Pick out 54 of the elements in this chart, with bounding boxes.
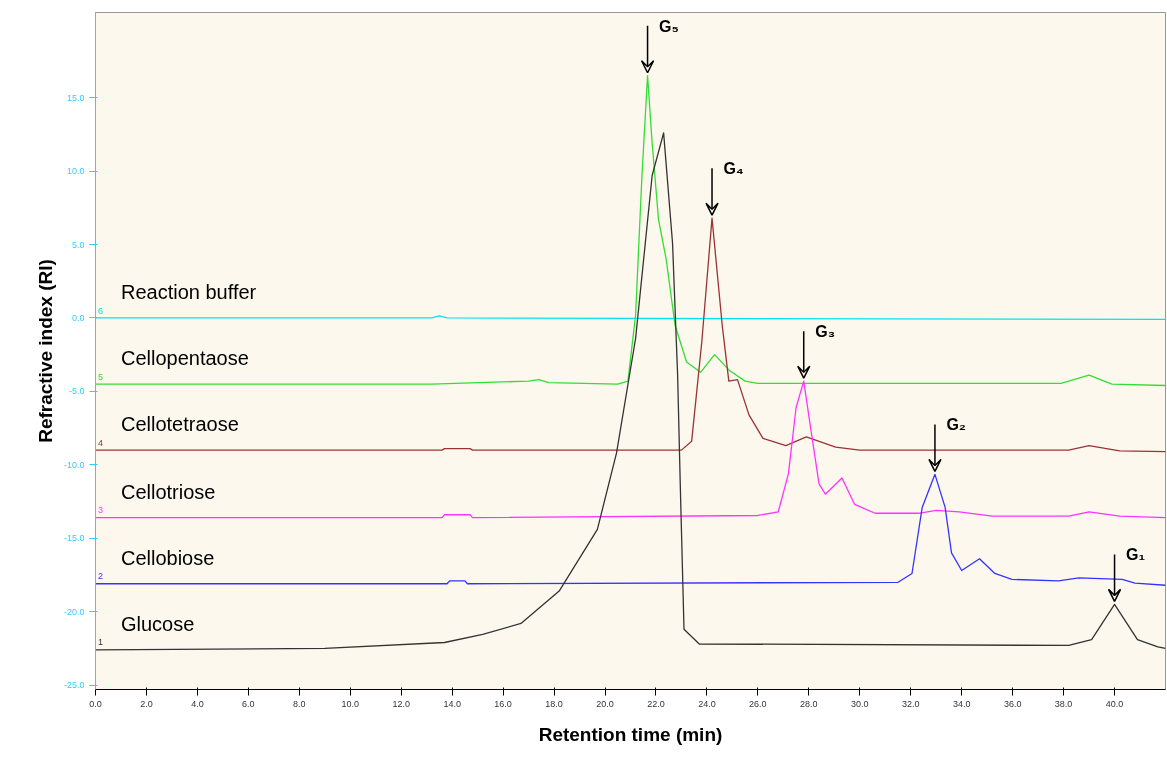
x-tick-label: 12.0 xyxy=(392,698,410,709)
annotation: 6 xyxy=(98,305,104,316)
series-label: Cellotriose xyxy=(120,480,216,503)
x-tick-label: 40.0 xyxy=(1105,698,1124,709)
annotation: 4 xyxy=(98,437,104,448)
y-tick-label: -10.0 xyxy=(63,459,85,470)
y-tick-label: 15.0 xyxy=(66,92,85,103)
series-label: Cellobiose xyxy=(120,547,215,570)
y-tick-label: 10.0 xyxy=(66,166,85,177)
x-tick-label: 8.0 xyxy=(293,698,306,709)
x-tick-label: 28.0 xyxy=(800,698,818,709)
y-axis-title: Refractive index (RI) xyxy=(34,259,56,443)
x-tick-label: 18.0 xyxy=(545,698,563,709)
y-tick-label: 0.0 xyxy=(71,312,85,323)
y-tick-label: 5.0 xyxy=(71,239,85,250)
annotation: 3 xyxy=(98,505,104,516)
line-series xyxy=(95,380,1166,519)
y-tick-label: -25.0 xyxy=(63,680,85,691)
line-series xyxy=(95,132,1166,651)
x-tick-label: 2.0 xyxy=(140,698,153,709)
x-tick-label: 26.0 xyxy=(749,698,767,709)
annotation: G₂ xyxy=(946,416,966,434)
series-label: Reaction buffer xyxy=(120,281,257,304)
x-tick-label: 32.0 xyxy=(901,698,920,709)
x-tick-label: 30.0 xyxy=(851,698,869,709)
annotation: G₃ xyxy=(815,322,836,340)
line-series xyxy=(95,473,1166,586)
line-series xyxy=(95,217,1166,453)
series-label: Cellopentaose xyxy=(120,347,249,370)
x-tick-label: 14.0 xyxy=(443,698,461,709)
x-tick-label: 16.0 xyxy=(494,698,512,709)
annotation: 2 xyxy=(98,571,104,582)
x-axis-title: Retention time (min) xyxy=(538,723,723,745)
x-tick-label: 6.0 xyxy=(242,698,255,709)
x-tick-label: 4.0 xyxy=(191,698,204,709)
x-tick-label: 38.0 xyxy=(1054,698,1073,709)
y-tick-label: -15.0 xyxy=(63,533,85,544)
annotation: 1 xyxy=(98,637,104,648)
series-label: Glucose xyxy=(120,613,195,636)
x-tick-label: 20.0 xyxy=(596,698,614,709)
x-tick-label: 24.0 xyxy=(698,698,716,709)
y-tick-label: -20.0 xyxy=(63,606,85,617)
line-series xyxy=(95,75,1166,387)
x-tick-label: 0.0 xyxy=(89,698,102,709)
annotation: G₁ xyxy=(1126,546,1146,564)
x-tick-label: 10.0 xyxy=(341,698,360,709)
x-tick-label: 36.0 xyxy=(1003,698,1022,709)
x-tick-label: 22.0 xyxy=(647,698,665,709)
series-label: Cellotetraose xyxy=(120,413,239,436)
y-tick-label: -5.0 xyxy=(68,386,85,397)
annotation: G₄ xyxy=(723,159,744,177)
annotation: 5 xyxy=(98,371,104,382)
annotation: G₅ xyxy=(659,17,679,35)
x-tick-label: 34.0 xyxy=(952,698,971,709)
